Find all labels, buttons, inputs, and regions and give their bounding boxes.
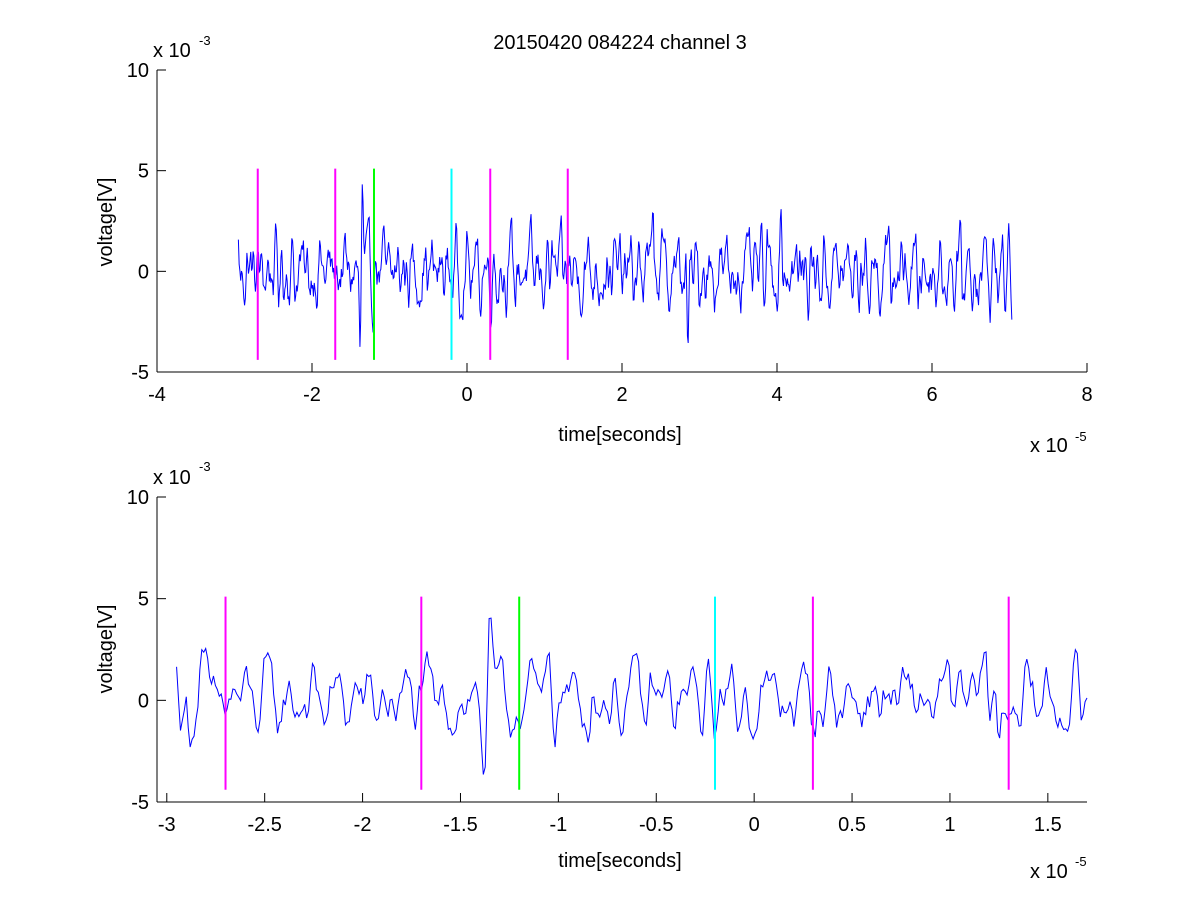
x-axis-label-bottom: time[seconds]	[558, 850, 681, 872]
y-axis-label-top: voltage[V]	[95, 178, 117, 267]
x-tick-label: -2	[303, 384, 321, 406]
axes-bottom-frame	[156, 497, 1087, 803]
x-exponent-top: x 10 -5	[1030, 429, 1087, 457]
y-axis-label-bottom: voltage[V]	[95, 605, 117, 694]
figure-title: 20150420 084224 channel 3	[493, 32, 747, 54]
y-exponent-sup-bottom: -3	[199, 459, 211, 474]
y-tick-label: 5	[138, 589, 149, 611]
x-tick-label: 1.5	[1034, 814, 1062, 836]
x-exponent-sup-bottom: -5	[1075, 854, 1087, 869]
x-tick-label: 8	[1081, 384, 1092, 406]
x-tick-label: -2	[354, 814, 372, 836]
axes-top-ticks: -4 -2 0 2 4 6 8 -5 0 5 10	[127, 60, 1093, 406]
axes-bottom-ticks: -3 -2.5 -2 -1.5 -1 -0.5 0 0.5 1 1.5 -5 0 5 10	[127, 487, 1062, 836]
y-tick-label: 0	[138, 690, 149, 712]
axes-bottom: -3 -2.5 -2 -1.5 -1 -0.5 0 0.5 1 1.5 -5 0 5 10 time[se…	[95, 459, 1088, 883]
x-tick-label: -3	[158, 814, 176, 836]
y-tick-label: 0	[138, 261, 149, 283]
x-tick-label: 0	[749, 814, 760, 836]
x-tick-label: 4	[771, 384, 782, 406]
y-exponent-base-top: x 10	[153, 40, 191, 62]
y-exponent-sup-top: -3	[199, 33, 211, 48]
x-tick-label: -2.5	[247, 814, 281, 836]
x-tick-label: 2	[616, 384, 627, 406]
x-exponent-base-top: x 10	[1030, 435, 1068, 457]
axes-bottom-series	[176, 617, 1088, 775]
x-tick-label: 0	[461, 384, 472, 406]
y-tick-label: 5	[138, 161, 149, 183]
axes-top-series	[237, 184, 1013, 347]
x-tick-label: -1	[549, 814, 567, 836]
x-tick-label: 0.5	[838, 814, 866, 836]
x-tick-label: 1	[944, 814, 955, 836]
y-exponent-top: x 10 -3	[153, 33, 211, 62]
x-tick-label: -4	[148, 384, 166, 406]
x-tick-label: -1.5	[443, 814, 477, 836]
signal-series-line	[237, 184, 1013, 347]
signal-series-line	[176, 617, 1088, 775]
x-axis-label-top: time[seconds]	[558, 424, 681, 446]
x-exponent-base-bottom: x 10	[1030, 861, 1068, 883]
x-exponent-sup-top: -5	[1075, 429, 1087, 444]
y-exponent-bottom: x 10 -3	[153, 459, 211, 489]
axes-bottom-markers	[224, 596, 1010, 790]
x-tick-label: 6	[926, 384, 937, 406]
y-tick-label: -5	[131, 362, 149, 384]
y-tick-label: -5	[131, 792, 149, 814]
axes-top-markers	[256, 168, 569, 360]
x-tick-label: -0.5	[639, 814, 673, 836]
y-tick-label: 10	[127, 60, 149, 82]
x-exponent-bottom: x 10 -5	[1030, 854, 1087, 883]
y-tick-label: 10	[127, 487, 149, 509]
axes-top: -4 -2 0 2 4 6 8 -5 0 5 10 time[seconds] voltage[V]…	[95, 33, 1093, 457]
y-exponent-base-bottom: x 10	[153, 467, 191, 489]
